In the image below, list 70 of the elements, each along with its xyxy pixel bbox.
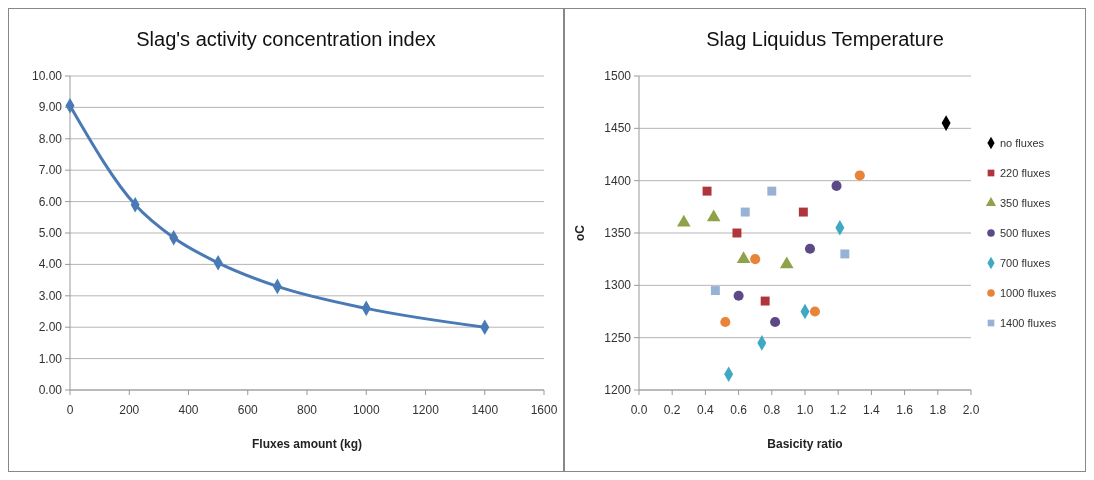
- y-tick-label: 3.00: [38, 288, 63, 303]
- legend-label: 220 fluxes: [1000, 167, 1051, 179]
- legend-label: 1400 fluxes: [1000, 317, 1057, 329]
- x-tick-label: 0.8: [763, 403, 781, 417]
- point: [770, 316, 781, 327]
- y-tick-label: 1350: [604, 226, 632, 240]
- legend-label: no fluxes: [1000, 137, 1045, 149]
- x-tick-label: 0.4: [697, 403, 715, 417]
- point: [798, 207, 808, 217]
- point: [779, 256, 794, 269]
- y-tick-label: 2.00: [38, 320, 63, 335]
- y-tick-label: 8.00: [38, 131, 63, 146]
- y-tick-label: 9.00: [38, 100, 63, 115]
- x-tick-label: 1000: [352, 403, 380, 417]
- x-tick-label: 600: [237, 403, 259, 417]
- x-tick-label: 800: [296, 403, 318, 417]
- y-tick-label: 1400: [604, 173, 632, 188]
- chart-title: Slag Liquidus Temperature: [706, 28, 944, 50]
- y-tick-label: 1500: [604, 69, 632, 83]
- legend-label: 700 fluxes: [1000, 257, 1051, 269]
- point: [831, 180, 842, 191]
- x-tick-label: 1.6: [896, 403, 914, 417]
- y-tick-label: 1200: [604, 383, 632, 397]
- point: [706, 209, 721, 222]
- y-axis-title: oC: [573, 224, 587, 241]
- x-tick-label: 1.2: [829, 403, 847, 417]
- point: [736, 251, 751, 264]
- x-tick-label: 1400: [471, 403, 499, 417]
- x-tick-label: 200: [119, 403, 140, 417]
- x-tick-label: 0.6: [730, 403, 748, 417]
- point: [767, 186, 777, 196]
- y-tick-label: 1300: [604, 278, 632, 293]
- point: [854, 170, 865, 181]
- x-tick-label: 0.0: [630, 403, 648, 417]
- point: [740, 207, 750, 217]
- point: [720, 316, 731, 327]
- y-tick-label: 6.00: [38, 194, 63, 209]
- x-axis-title: Fluxes amount (kg): [251, 437, 363, 451]
- x-tick-label: 0.2: [663, 403, 681, 417]
- legend-label: 500 fluxes: [1000, 227, 1051, 239]
- x-tick-label: 1.0: [796, 403, 814, 417]
- x-tick-label: 1200: [412, 403, 440, 417]
- legend-label: 1000 fluxes: [1000, 287, 1057, 299]
- legend-label: 350 fluxes: [1000, 197, 1051, 209]
- y-tick-label: 1250: [604, 330, 632, 345]
- x-axis-title: Basicity ratio: [767, 437, 843, 451]
- y-tick-label: 7.00: [38, 163, 63, 178]
- y-tick-label: 4.00: [38, 257, 63, 272]
- point: [804, 243, 816, 254]
- point: [750, 254, 761, 265]
- point: [677, 214, 691, 227]
- x-tick-label: 1.4: [863, 403, 881, 417]
- point: [702, 186, 712, 196]
- x-tick-label: 400: [178, 403, 199, 417]
- y-tick-label: 10.00: [31, 69, 63, 83]
- point: [809, 306, 821, 317]
- y-tick-label: 0.00: [38, 383, 63, 397]
- y-tick-label: 1.00: [38, 351, 63, 366]
- y-tick-label: 1450: [604, 121, 632, 136]
- y-tick-label: 5.00: [38, 226, 63, 240]
- point: [733, 290, 744, 301]
- point: [760, 296, 770, 306]
- point: [840, 249, 850, 259]
- x-tick-label: 1600: [530, 403, 558, 417]
- x-tick-label: 1.8: [929, 403, 947, 417]
- chart-title: Slag's activity concentration index: [136, 28, 436, 50]
- point: [710, 286, 720, 296]
- point: [732, 228, 742, 238]
- x-tick-label: 2.0: [962, 403, 980, 417]
- x-tick-label: 0: [66, 403, 74, 417]
